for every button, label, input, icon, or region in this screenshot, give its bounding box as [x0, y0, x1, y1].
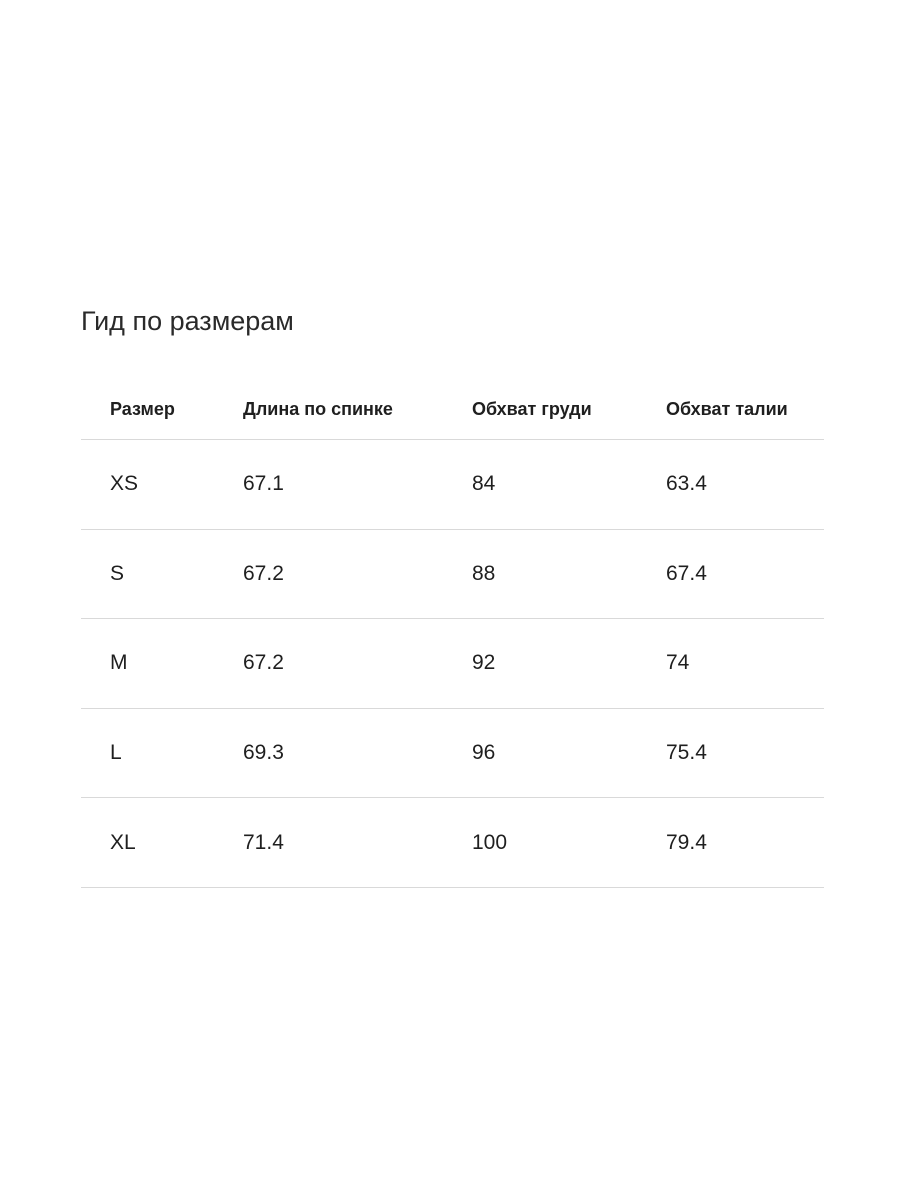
- cell-waist: 63.4: [666, 472, 707, 496]
- size-table: Размер Длина по спинке Обхват груди Обхв…: [81, 370, 824, 888]
- cell-back-length: 71.4: [243, 830, 284, 854]
- cell-waist: 74: [666, 651, 690, 675]
- cell-size: M: [110, 651, 128, 675]
- header-size: Размер: [110, 399, 175, 419]
- cell-chest: 88: [472, 561, 496, 585]
- cell-size: S: [110, 561, 125, 585]
- table-header-row: Размер Длина по спинке Обхват груди Обхв…: [81, 370, 824, 440]
- header-waist: Обхват талии: [666, 399, 788, 419]
- table-row: S 67.2 88 67.4: [81, 530, 824, 620]
- cell-waist: 79.4: [666, 830, 707, 854]
- cell-chest: 84: [472, 472, 496, 496]
- cell-chest: 96: [472, 741, 496, 765]
- cell-back-length: 67.1: [243, 472, 284, 496]
- page-title: Гид по размерам: [81, 306, 294, 336]
- cell-size: XS: [110, 472, 139, 496]
- table-row: XS 67.1 84 63.4: [81, 440, 824, 530]
- cell-back-length: 67.2: [243, 561, 284, 585]
- cell-chest: 100: [472, 830, 508, 854]
- cell-waist: 67.4: [666, 561, 707, 585]
- header-chest: Обхват груди: [472, 399, 592, 419]
- table-row: M 67.2 92 74: [81, 619, 824, 709]
- cell-size: XL: [110, 830, 136, 854]
- cell-chest: 92: [472, 651, 496, 675]
- table-row: L 69.3 96 75.4: [81, 709, 824, 799]
- cell-back-length: 69.3: [243, 741, 284, 765]
- cell-size: L: [110, 741, 122, 765]
- cell-back-length: 67.2: [243, 651, 284, 675]
- header-back-length: Длина по спинке: [243, 399, 393, 419]
- table-row: XL 71.4 100 79.4: [81, 798, 824, 888]
- cell-waist: 75.4: [666, 741, 707, 765]
